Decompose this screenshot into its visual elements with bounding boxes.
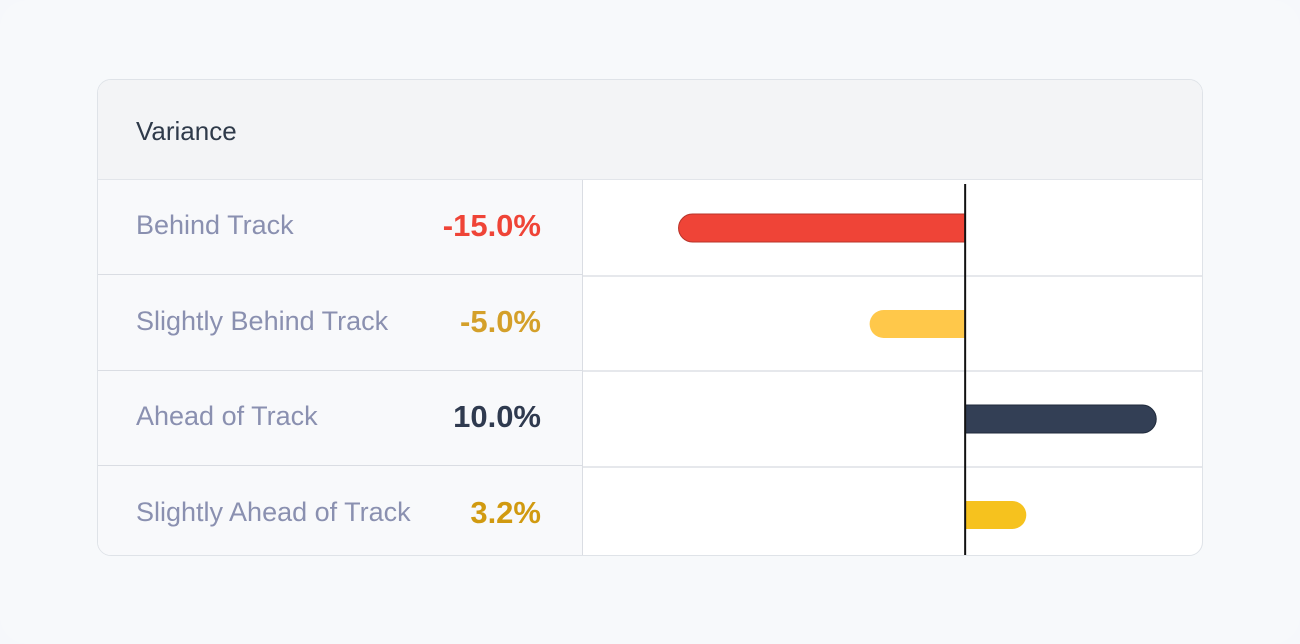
- card-title: Variance: [136, 116, 237, 146]
- table-row: Slightly Ahead of Track 3.2%: [98, 467, 583, 555]
- card-header: Variance: [98, 80, 1202, 180]
- table-row: Behind Track -15.0%: [98, 180, 583, 275]
- variance-bar-chart: [583, 180, 1202, 555]
- table-row: Slightly Behind Track -5.0%: [98, 276, 583, 371]
- row-value: 10.0%: [453, 399, 541, 434]
- row-value: -15.0%: [442, 208, 541, 243]
- bar-slightly-ahead-of-track: [965, 501, 1027, 529]
- row-value: -5.0%: [460, 304, 541, 339]
- row-label: Behind Track: [136, 210, 294, 240]
- variance-card: Variance Behind Track -15.0% Slightly Be…: [97, 79, 1203, 556]
- row-label: Slightly Behind Track: [136, 306, 389, 336]
- bar-behind-track: [678, 213, 966, 243]
- row-value: 3.2%: [470, 495, 541, 530]
- bar-slightly-behind-track: [869, 310, 966, 338]
- chart-svg: [583, 184, 1202, 555]
- table-row: Ahead of Track 10.0%: [98, 371, 583, 466]
- row-label: Slightly Ahead of Track: [136, 497, 411, 527]
- bar-ahead-of-track: [964, 404, 1157, 434]
- row-label: Ahead of Track: [136, 401, 318, 431]
- label-column: Behind Track -15.0% Slightly Behind Trac…: [98, 180, 583, 555]
